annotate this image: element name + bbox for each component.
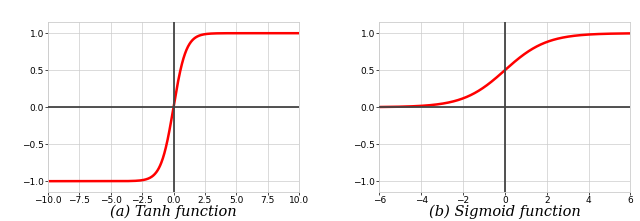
Text: (b) Sigmoid function: (b) Sigmoid function [429,204,580,219]
Text: (a) Tanh function: (a) Tanh function [110,204,237,219]
